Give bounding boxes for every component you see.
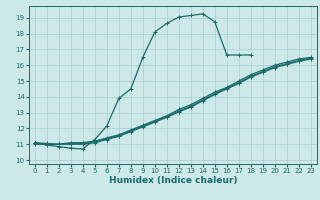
X-axis label: Humidex (Indice chaleur): Humidex (Indice chaleur) [108,176,237,185]
